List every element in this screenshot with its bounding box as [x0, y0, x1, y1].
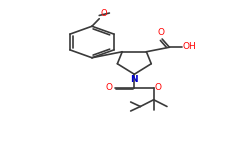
- Text: O: O: [155, 83, 162, 92]
- Text: O: O: [100, 9, 107, 18]
- Text: O: O: [105, 83, 112, 92]
- Text: N: N: [130, 75, 138, 84]
- Text: O: O: [158, 28, 164, 37]
- Text: OH: OH: [183, 42, 197, 51]
